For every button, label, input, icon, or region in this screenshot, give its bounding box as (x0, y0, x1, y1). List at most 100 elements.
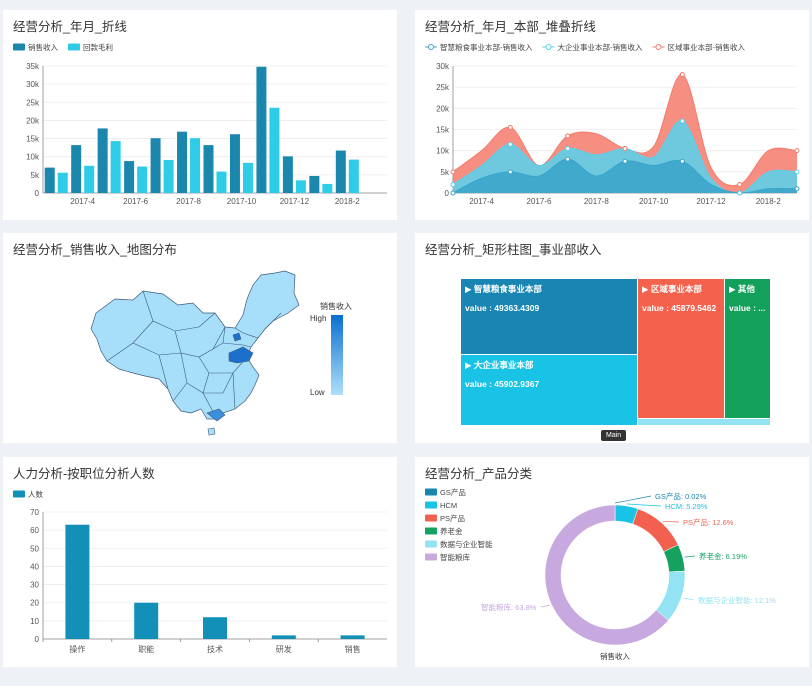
treemap-node-zhihui[interactable]: ▶ 智慧粮食事业本部 value : 49363.4309 (461, 279, 637, 354)
bar-headcount[interactable] (134, 602, 159, 639)
legend-label[interactable]: HCM (440, 501, 457, 510)
bar-sales[interactable] (335, 150, 346, 193)
data-point[interactable] (794, 186, 800, 192)
legend-swatch[interactable] (13, 490, 25, 498)
x-tick-label: 2018-2 (335, 197, 360, 206)
legend-label[interactable]: 养老金 (440, 526, 463, 536)
data-point[interactable] (507, 124, 513, 130)
legend-label[interactable]: 人数 (28, 489, 43, 499)
legend-swatch[interactable] (425, 488, 437, 496)
legend-swatch[interactable] (425, 514, 437, 522)
bar-headcount[interactable] (203, 617, 227, 639)
data-point[interactable] (450, 190, 456, 196)
bar-sales[interactable] (282, 156, 293, 193)
data-point[interactable] (450, 182, 456, 188)
legend-label[interactable]: 智能粮库 (440, 552, 470, 562)
data-point[interactable] (794, 148, 800, 154)
data-point[interactable] (507, 141, 513, 147)
data-point[interactable] (737, 190, 743, 196)
data-point[interactable] (622, 158, 628, 164)
bar-margin[interactable] (295, 180, 306, 193)
data-point[interactable] (450, 169, 456, 175)
map-region-shandong[interactable] (228, 346, 254, 364)
donut-slice[interactable] (655, 570, 686, 621)
panel-title: 经营分析_矩形柱图_事业部收入 (425, 243, 602, 257)
x-tick-label: 技术 (207, 644, 223, 654)
bar-sales[interactable] (309, 175, 320, 193)
bar-margin[interactable] (110, 141, 121, 193)
legend-marker[interactable] (428, 44, 434, 50)
treemap-breadcrumb[interactable]: Main (601, 430, 627, 441)
bar-sales[interactable] (177, 131, 188, 193)
legend-swatch[interactable] (13, 43, 25, 51)
bar-margin[interactable] (322, 183, 333, 193)
bar-sales[interactable] (150, 138, 161, 193)
bar-margin[interactable] (242, 162, 253, 193)
donut-slice[interactable] (544, 504, 669, 646)
data-point[interactable] (794, 169, 800, 175)
bar-headcount[interactable] (271, 635, 296, 639)
bar-headcount[interactable] (65, 524, 90, 639)
slice-label: 数据与企业智能: 12.1% (698, 595, 776, 605)
map-region-beijing[interactable] (232, 332, 242, 342)
data-point[interactable] (565, 133, 571, 139)
bar-margin[interactable] (269, 107, 280, 193)
bar-margin[interactable] (348, 159, 359, 193)
x-tick-label: 研发 (276, 644, 292, 654)
bar-sales[interactable] (97, 128, 108, 193)
bar-margin[interactable] (190, 138, 201, 193)
data-point[interactable] (507, 169, 513, 175)
treemap-node-quyu[interactable]: ▶ 区域事业本部 value : 45879.5462 (638, 279, 724, 418)
bar-sales[interactable] (124, 161, 135, 193)
data-point[interactable] (565, 156, 571, 162)
map-region-china[interactable] (90, 270, 300, 420)
legend-label[interactable]: PS产品 (440, 513, 465, 523)
bar-margin[interactable] (163, 159, 174, 193)
treemap-node-daqiye[interactable]: ▶ 大企业事业本部 value : 45902.9367 (461, 355, 637, 425)
data-point[interactable] (622, 146, 628, 152)
data-point[interactable] (737, 182, 743, 188)
legend-swatch[interactable] (425, 501, 437, 509)
bar-margin[interactable] (216, 171, 227, 193)
bar-margin[interactable] (137, 166, 148, 193)
treemap-node-value: value : 45902.9367 (465, 379, 540, 389)
map-region-guangdong[interactable] (206, 408, 226, 422)
legend-marker[interactable] (655, 44, 662, 50)
legend-marker[interactable] (545, 44, 552, 50)
data-point[interactable] (565, 146, 571, 152)
x-tick-label: 2017-8 (176, 197, 201, 206)
legend-swatch[interactable] (425, 527, 437, 535)
slice-label: PS产品: 12.6% (683, 517, 734, 527)
bar-sales[interactable] (44, 167, 55, 193)
legend-label[interactable]: 大企业事业本部-销售收入 (558, 42, 643, 52)
data-point[interactable] (679, 118, 685, 124)
legend-label[interactable]: GS产品 (440, 487, 466, 497)
data-point[interactable] (679, 71, 685, 77)
y-tick-label: 40 (30, 562, 39, 571)
bar-sales[interactable] (71, 145, 82, 193)
map-region-hainan[interactable] (207, 427, 216, 436)
legend-label[interactable]: 回款毛利 (83, 42, 113, 52)
legend-swatch[interactable] (425, 540, 437, 548)
bar-headcount[interactable] (340, 635, 365, 639)
bar-margin[interactable] (84, 165, 95, 193)
china-map[interactable] (90, 270, 300, 436)
donut-slice[interactable] (632, 508, 679, 553)
legend-label[interactable]: 销售收入 (28, 42, 58, 52)
legend-swatch[interactable] (68, 43, 80, 51)
legend-label[interactable]: 智慧粮食事业本部-销售收入 (440, 42, 533, 52)
data-point[interactable] (679, 158, 685, 164)
bar-sales[interactable] (203, 145, 214, 193)
treemap-node-qita[interactable]: ▶ 其他 value : ... (725, 279, 770, 418)
treemap-node-small[interactable] (638, 419, 770, 425)
legend-label[interactable]: 数据与企业智能 (440, 539, 493, 549)
treemap-node-label: ▶ 其他 (729, 284, 755, 294)
legend-swatch[interactable] (425, 553, 437, 561)
bar-sales[interactable] (256, 66, 267, 193)
visualmap-gradient[interactable] (331, 315, 343, 395)
bar-margin[interactable] (57, 172, 68, 193)
area-daqiye[interactable] (453, 120, 797, 194)
y-tick-label: 30 (30, 581, 39, 590)
bar-sales[interactable] (229, 134, 240, 193)
legend-label[interactable]: 区域事业本部-销售收入 (668, 42, 746, 52)
